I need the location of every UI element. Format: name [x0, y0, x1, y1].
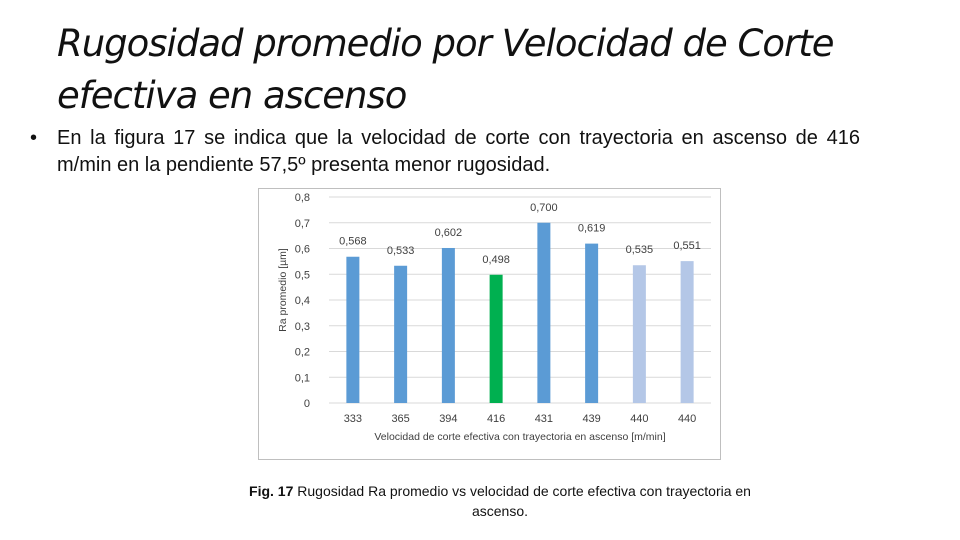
data-label: 0,535 [626, 244, 654, 256]
y-tick-label: 0,1 [295, 372, 310, 384]
x-tick-label: 431 [535, 413, 553, 425]
y-axis-title: Ra promedio [µm] [277, 248, 289, 332]
data-label: 0,551 [673, 240, 701, 252]
y-tick-label: 0,7 [295, 218, 310, 230]
bullet-text: En la figura 17 se indica que la velocid… [57, 127, 860, 176]
bullet-paragraph: • En la figura 17 se indica que la veloc… [30, 125, 860, 179]
bar [680, 261, 694, 403]
bullet-marker: • [30, 127, 38, 149]
x-tick-label: 394 [439, 413, 457, 425]
y-tick-label: 0,8 [295, 192, 310, 204]
caption-label: Fig. 17 [249, 483, 294, 499]
x-tick-label: 440 [630, 413, 648, 425]
y-tick-label: 0,4 [295, 295, 310, 307]
caption-text: Rugosidad Ra promedio vs velocidad de co… [297, 483, 751, 519]
x-tick-label: 333 [344, 413, 362, 425]
x-tick-label: 440 [678, 413, 696, 425]
figure-caption: Fig. 17 Rugosidad Ra promedio vs velocid… [230, 481, 770, 521]
data-label: 0,533 [387, 245, 415, 257]
chart-frame: 0 0,1 0,2 0,3 0,4 0,5 0,6 0,7 0,8 0,568 333 0,533 36… [258, 188, 721, 460]
y-tick-label: 0,6 [295, 244, 310, 256]
x-tick-label: 416 [487, 413, 505, 425]
bar [441, 247, 455, 403]
data-label: 0,498 [482, 254, 510, 266]
y-tick-label: 0,3 [295, 321, 310, 333]
y-tick-label: 0,2 [295, 347, 310, 359]
y-tick-label: 0 [304, 398, 310, 410]
data-label: 0,602 [435, 227, 463, 239]
data-label: 0,700 [530, 202, 558, 214]
bar-chart: 0 0,1 0,2 0,3 0,4 0,5 0,6 0,7 0,8 0,568 333 0,533 36… [277, 192, 711, 443]
data-label: 0,568 [339, 236, 367, 248]
y-tick-label: 0,5 [295, 269, 310, 281]
bar [632, 265, 646, 403]
bar [489, 274, 503, 403]
bar [537, 222, 551, 403]
x-tick-label: 365 [391, 413, 409, 425]
x-axis-title: Velocidad de corte efectiva con trayecto… [374, 431, 665, 443]
slide-title: Rugosidad promedio por Velocidad de Cort… [57, 22, 834, 117]
bar [346, 256, 360, 403]
x-tick-label: 439 [582, 413, 600, 425]
data-label: 0,619 [578, 223, 606, 235]
bar [394, 265, 408, 403]
bar [585, 243, 599, 403]
